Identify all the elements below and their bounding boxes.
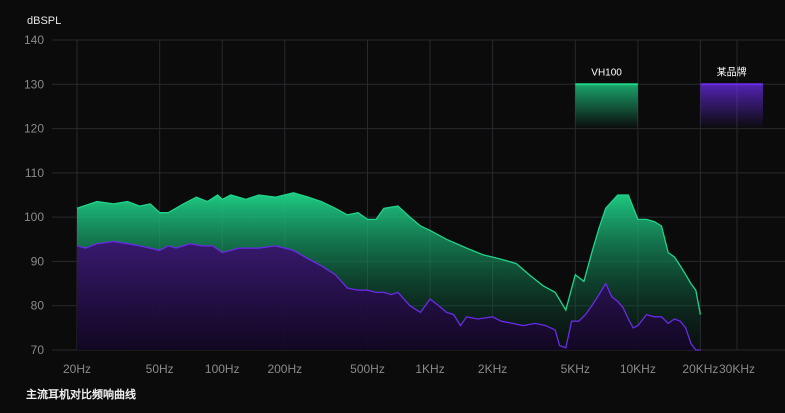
x-tick-500Hz: 500Hz [350,362,385,376]
x-tick-30KHz: 30KHz [719,362,755,376]
x-tick-20KHz: 20KHz [682,362,718,376]
legend-series-1-label: VH100 [591,67,622,78]
chart-caption: 主流耳机对比频响曲线 [26,389,136,401]
y-axis-unit-label: dBSPL [27,15,62,27]
y-tick-80: 80 [31,299,45,313]
series-2-line [76,240,701,351]
x-tick-5KHz: 5KHz [561,362,590,376]
y-tick-110: 110 [25,166,44,180]
series-areas [76,192,702,351]
x-tick-1KHz: 1KHz [415,362,444,376]
x-tick-20Hz: 20Hz [63,362,91,376]
legend-series-2-band [700,84,763,129]
legend: VH100 某品牌 [575,65,763,129]
legend-series-2-label: 某品牌 [717,65,747,78]
x-tick-100Hz: 100Hz [205,362,240,376]
series-2-area [77,241,701,350]
y-tick-100: 100 [24,210,44,224]
x-axis-ticks: 20Hz 50Hz 100Hz 200Hz 500Hz 1KHz 2KHz 5KHz 10KHz… [63,362,755,376]
series-1-line [76,192,702,315]
y-tick-140: 140 [24,33,44,47]
x-tick-2KHz: 2KHz [478,362,507,376]
x-tick-10KHz: 10KHz [620,362,656,376]
x-tick-200Hz: 200Hz [267,362,302,376]
y-tick-130: 130 [24,77,44,91]
y-axis-ticks: 70 80 90 100 110 120 130 140 [24,33,44,357]
y-tick-120: 120 [24,122,44,136]
legend-series-1-band [575,84,638,129]
x-tick-50Hz: 50Hz [146,362,174,376]
y-tick-70: 70 [31,343,45,357]
y-tick-90: 90 [31,254,45,268]
